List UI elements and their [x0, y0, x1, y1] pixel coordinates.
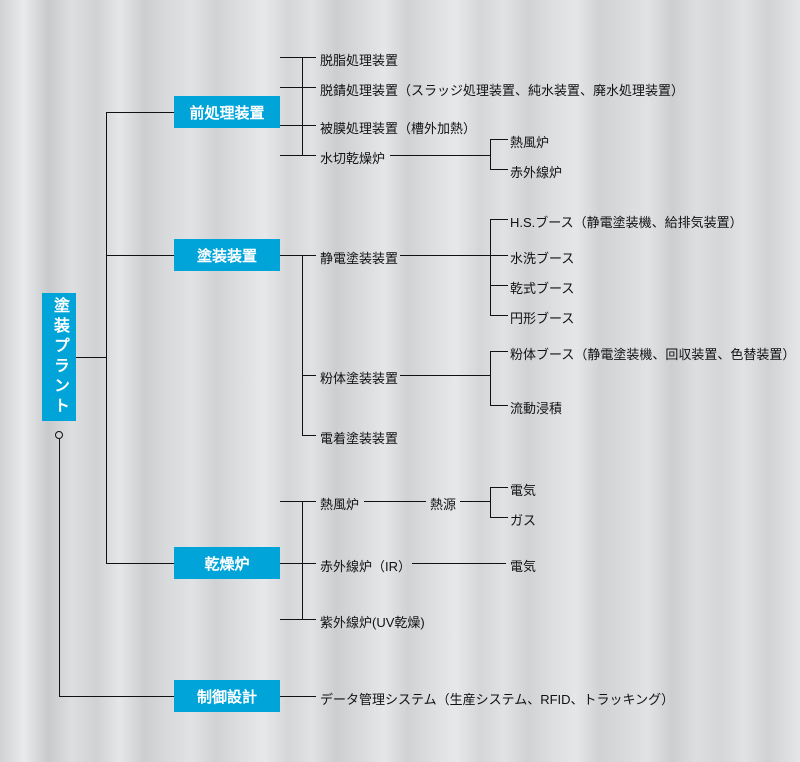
label-l_coat_proc: 被膜処理装置（槽外加熱） — [320, 118, 476, 137]
connector-h — [280, 87, 316, 88]
connector-h — [490, 285, 508, 286]
connector-h — [302, 375, 316, 376]
connector-h — [490, 169, 508, 170]
connector-h — [400, 255, 490, 256]
connector-h — [490, 351, 508, 352]
category-coating: 塗装装置 — [174, 239, 280, 271]
connector-h — [280, 696, 316, 697]
label-l_ir2: 赤外線炉（IR） — [320, 556, 411, 575]
connector-v — [490, 487, 491, 517]
connector-h — [280, 501, 316, 502]
connector-h — [364, 501, 426, 502]
category-control: 制御設計 — [174, 680, 280, 712]
connector-h — [490, 517, 508, 518]
connector-v — [302, 501, 303, 619]
connector-h — [490, 487, 508, 488]
label-l_hs: H.S.ブース（静電塗装機、給排気装置） — [510, 212, 743, 231]
connector-h — [59, 696, 174, 697]
label-l_wash: 水洗ブース — [510, 248, 574, 267]
label-l_electro: 静電塗装装置 — [320, 248, 398, 267]
category-preprocess: 前処理装置 — [174, 96, 280, 128]
connector-h — [490, 219, 508, 220]
label-l_fluid: 流動浸積 — [510, 398, 562, 417]
connector-h — [106, 255, 174, 256]
label-l_elec2: 電気 — [510, 556, 536, 575]
connector-v — [490, 139, 491, 169]
label-l_heatsrc: 熱源 — [430, 494, 456, 513]
label-l_hotair1: 熱風炉 — [510, 132, 549, 151]
connector-h — [490, 255, 508, 256]
label-l_ir1: 赤外線炉 — [510, 162, 562, 181]
connector-h — [490, 405, 508, 406]
connector-h — [280, 563, 316, 564]
connector-h — [490, 315, 508, 316]
connector-h — [106, 563, 174, 564]
connector-h — [280, 57, 316, 58]
label-l_uv: 紫外線炉(UV乾燥) — [320, 612, 425, 631]
label-l_drybooth: 乾式ブース — [510, 278, 574, 297]
connector-h — [106, 112, 174, 113]
connector-h — [390, 155, 490, 156]
label-l_derust: 脱錆処理装置（スラッジ処理装置、純水装置、廃水処理装置） — [320, 80, 684, 99]
connector-h — [76, 357, 106, 358]
connector-dot — [55, 431, 63, 439]
connector-v — [302, 57, 303, 155]
label-l_hotair2: 熱風炉 — [320, 494, 359, 513]
label-l_data: データ管理システム（生産システム、RFID、トラッキング） — [320, 689, 674, 708]
category-dryer: 乾燥炉 — [174, 547, 280, 579]
connector-v — [106, 112, 107, 563]
label-l_edip: 電着塗装装置 — [320, 428, 398, 447]
label-l_powder: 粉体塗装装置 — [320, 368, 398, 387]
connector-v — [490, 219, 491, 315]
label-l_elec1: 電気 — [510, 480, 536, 499]
connector-h — [460, 501, 490, 502]
connector-v — [490, 351, 491, 405]
label-l_degrease: 脱脂処理装置 — [320, 50, 398, 69]
connector-h — [280, 619, 316, 620]
connector-h — [490, 139, 508, 140]
label-l_gas: ガス — [510, 510, 536, 529]
connector-h — [280, 155, 316, 156]
connector-h — [400, 375, 490, 376]
connector-h — [280, 125, 316, 126]
label-l_powbooth: 粉体ブース（静電塗装機、回収装置、色替装置） — [510, 344, 795, 363]
connector-h — [412, 563, 506, 564]
label-l_drain_dry: 水切乾燥炉 — [320, 148, 385, 167]
connector-v — [59, 439, 60, 696]
connector-h — [280, 255, 316, 256]
connector-v — [302, 255, 303, 435]
label-l_round: 円形ブース — [510, 308, 574, 327]
root-node: 塗装プラント — [42, 293, 76, 421]
connector-h — [302, 435, 316, 436]
